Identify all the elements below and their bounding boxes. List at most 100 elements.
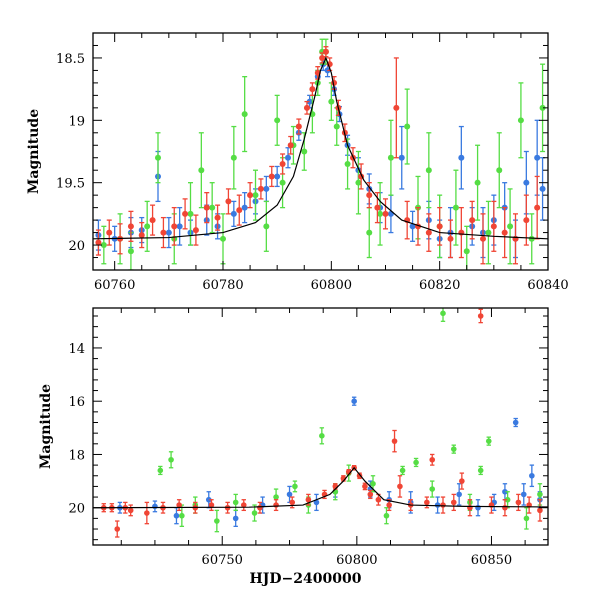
data-point	[95, 239, 102, 246]
model-curve	[93, 466, 548, 509]
y-axis-label: Magnitude	[26, 109, 42, 194]
data-point	[230, 210, 237, 217]
data-point	[387, 154, 394, 161]
data-point	[391, 438, 398, 444]
data-point	[459, 478, 465, 484]
data-point	[236, 207, 243, 214]
axes-frame	[92, 307, 549, 546]
series-2	[157, 308, 543, 533]
data-point	[440, 310, 446, 317]
data-point	[274, 173, 281, 180]
data-point	[295, 123, 302, 130]
data-point	[474, 179, 481, 186]
plot-area	[93, 38, 548, 270]
data-point	[214, 518, 220, 524]
x-axis-label: HJD−2400000	[250, 571, 362, 587]
data-point	[512, 419, 519, 426]
data-point	[515, 499, 522, 506]
data-point	[232, 515, 239, 522]
data-point	[399, 467, 406, 474]
data-point	[319, 54, 326, 61]
data-point	[520, 491, 527, 498]
data-point	[285, 154, 291, 161]
data-point	[127, 223, 134, 230]
data-point	[507, 223, 514, 230]
data-point	[413, 459, 419, 466]
data-point	[504, 496, 511, 503]
data-point	[477, 313, 484, 319]
data-point	[429, 486, 436, 492]
data-point	[366, 229, 373, 236]
data-point	[496, 167, 503, 174]
data-point	[225, 198, 232, 205]
data-point	[450, 446, 457, 452]
data-point	[279, 160, 286, 167]
data-point	[424, 499, 430, 506]
data-point	[152, 503, 158, 510]
data-point	[404, 123, 411, 130]
data-point	[409, 223, 416, 230]
data-point	[100, 242, 107, 249]
data-point	[528, 235, 535, 242]
y-tick-label: 20	[68, 239, 85, 254]
data-point	[523, 515, 530, 522]
data-point	[263, 185, 270, 192]
y-tick-label: 18.5	[56, 52, 85, 67]
data-point	[344, 160, 351, 167]
data-point	[456, 491, 462, 498]
data-point	[273, 502, 279, 508]
data-point	[436, 223, 443, 230]
x-tick-label: 60800	[311, 278, 352, 293]
data-point	[149, 217, 156, 224]
data-point	[176, 223, 183, 230]
series-3	[100, 308, 543, 538]
data-point	[523, 217, 530, 224]
data-point	[434, 502, 441, 508]
x-tick-label: 60820	[419, 278, 460, 293]
data-point	[306, 98, 313, 105]
data-point	[303, 104, 310, 111]
data-point	[539, 104, 546, 111]
data-point	[328, 98, 335, 105]
data-point	[144, 510, 150, 516]
data-point	[257, 185, 264, 192]
plot-area	[93, 308, 548, 538]
data-point	[127, 507, 134, 514]
data-point	[305, 496, 312, 503]
data-point	[257, 504, 263, 511]
data-point	[263, 223, 270, 230]
data-point	[529, 472, 535, 479]
model-curve	[93, 56, 548, 240]
data-point	[450, 499, 457, 506]
data-point	[440, 502, 446, 508]
data-point	[286, 491, 293, 498]
data-point	[501, 229, 508, 236]
data-point	[386, 502, 392, 508]
data-point	[198, 167, 205, 174]
data-point	[209, 204, 216, 211]
data-point	[475, 504, 481, 511]
data-point	[398, 154, 405, 161]
data-point	[355, 179, 362, 186]
data-point	[289, 499, 296, 506]
data-point	[127, 248, 134, 255]
data-point	[287, 142, 294, 149]
y-tick-label: 20	[68, 502, 85, 517]
data-point	[477, 467, 484, 474]
x-tick-label: 60750	[202, 553, 243, 568]
data-point	[138, 232, 145, 239]
data-point	[241, 111, 248, 118]
data-point	[106, 229, 113, 236]
data-point	[393, 104, 400, 111]
data-point	[176, 502, 182, 508]
panel-2: 60750 60800 60850 14 16 18 20 Magnitude HJD−2400…	[38, 307, 549, 587]
data-point	[362, 483, 368, 490]
data-point	[425, 229, 432, 236]
data-point	[537, 491, 543, 498]
data-point	[301, 148, 308, 155]
data-point	[425, 167, 432, 174]
data-point	[539, 185, 546, 192]
data-point	[517, 117, 524, 124]
data-point	[114, 526, 121, 532]
data-point	[469, 217, 476, 224]
